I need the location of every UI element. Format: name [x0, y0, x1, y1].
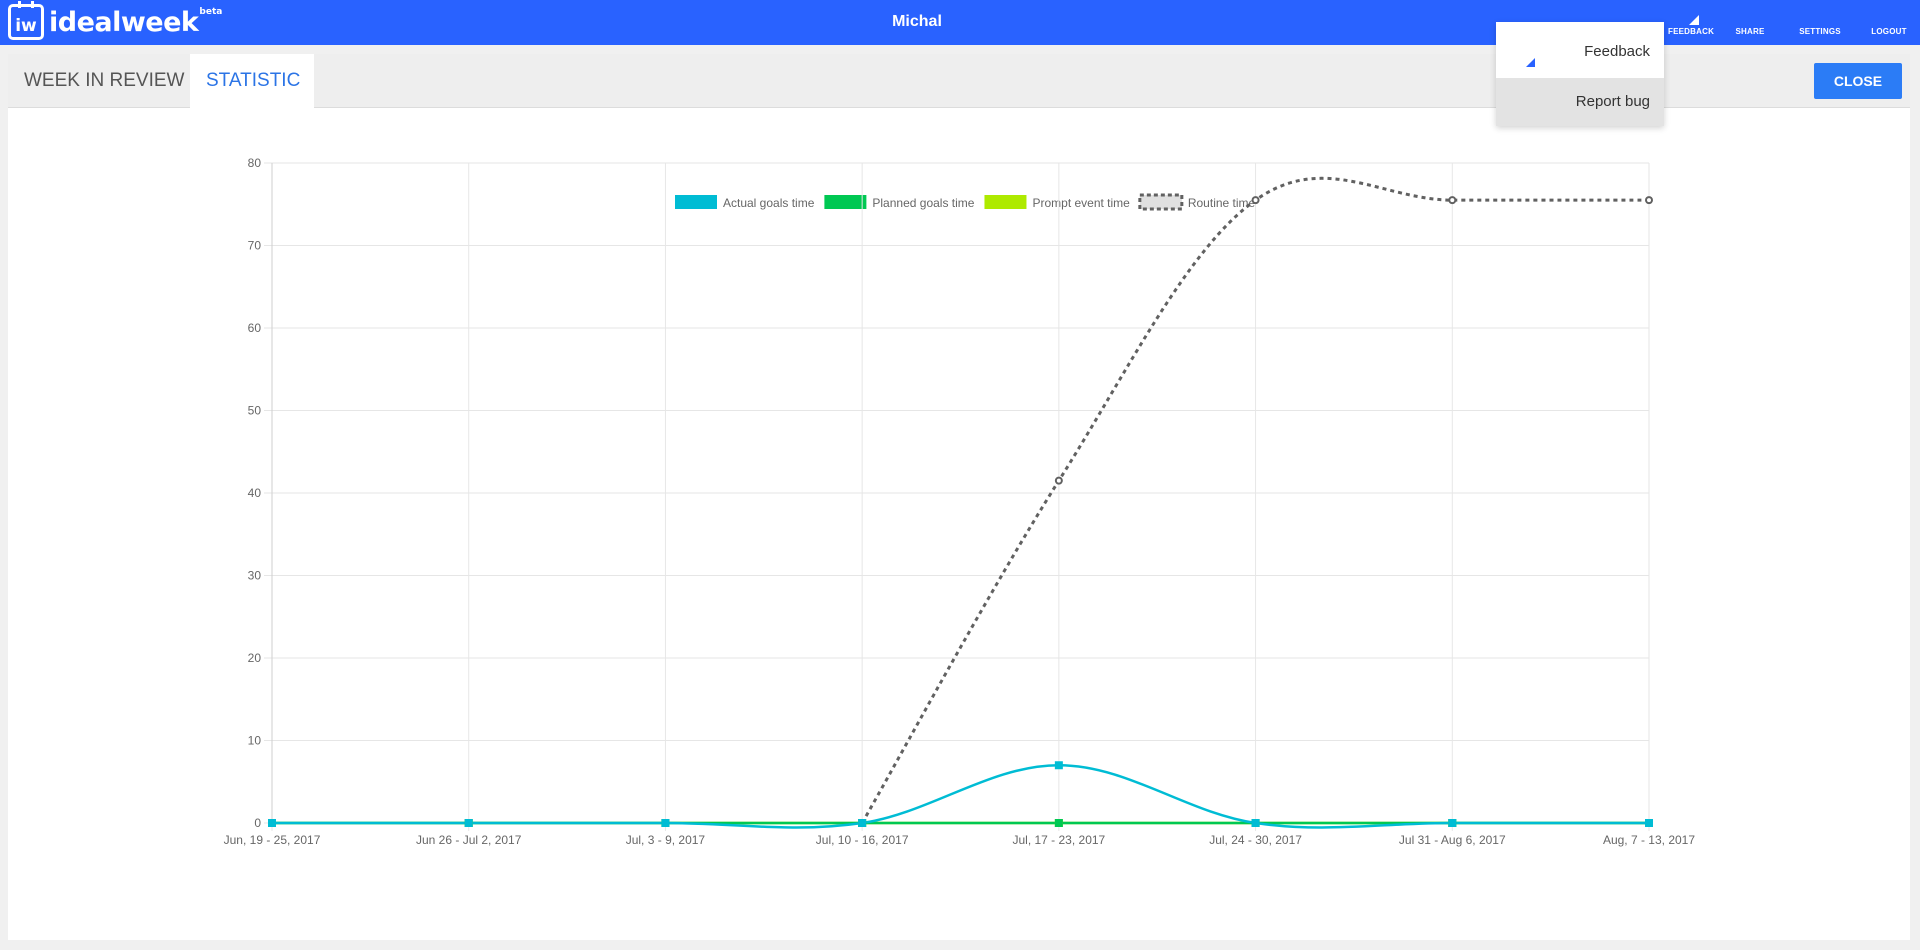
statistics-line-chart: Actual goals time Planned goals time Promp… — [224, 156, 1696, 847]
data-point-routine-time — [1251, 196, 1260, 205]
y-tick-label: 20 — [248, 651, 262, 665]
y-tick-label: 50 — [248, 404, 262, 418]
legend-swatch-routine-time — [1138, 193, 1184, 211]
data-point-routine-time — [1448, 196, 1457, 205]
y-tick-label: 0 — [254, 816, 261, 830]
data-point-routine-time — [1054, 476, 1063, 485]
dropdown-feedback[interactable]: Feedback — [1496, 28, 1664, 76]
logo-text: idealweek — [49, 6, 199, 38]
dropdown-feedback-label: Feedback — [1584, 43, 1650, 60]
x-tick-label: Jul, 24 - 30, 2017 — [1209, 833, 1302, 847]
tab-week-in-review[interactable]: WEEK IN REVIEW — [24, 70, 185, 91]
y-tick-label: 80 — [248, 156, 262, 170]
x-tick-label: Jul, 17 - 23, 2017 — [1012, 833, 1105, 847]
x-tick-label: Jul 31 - Aug 6, 2017 — [1399, 833, 1506, 847]
flag-icon — [1526, 58, 1535, 67]
data-point-actual-goals-time — [464, 819, 473, 827]
nav-logout-label: LOGOUT — [1871, 27, 1907, 36]
x-tick-label: Jul, 3 - 9, 2017 — [626, 833, 706, 847]
data-point-actual-goals-time — [1645, 819, 1653, 827]
nav-settings-label: SETTINGS — [1799, 27, 1841, 36]
y-tick-label: 60 — [248, 321, 262, 335]
chart-grid — [264, 162, 1650, 831]
x-tick-label: Jul, 10 - 16, 2017 — [816, 833, 909, 847]
calendar-icon: iw — [8, 1, 44, 40]
y-tick-label: 40 — [248, 486, 262, 500]
x-axis-ticks: Jun, 19 - 25, 2017 Jun 26 - Jul 2, 2017 Ju… — [224, 833, 1696, 847]
close-button[interactable]: CLOSE — [1814, 63, 1902, 99]
y-tick-label: 70 — [248, 239, 262, 253]
statistics-panel: WEEK IN REVIEW STATISTIC CLOSE Actual go… — [8, 54, 1910, 940]
app-logo[interactable]: iw idealweek beta — [8, 1, 223, 41]
dropdown-report-bug[interactable]: Report bug — [1496, 78, 1664, 126]
legend-swatch-prompt-event-time — [984, 195, 1027, 209]
chart-series — [271, 176, 1649, 829]
logo-beta-label: beta — [199, 7, 223, 17]
chart-legend: Actual goals time Planned goals time Promp… — [675, 193, 1256, 211]
legend-label-planned-goals-time: Planned goals time — [872, 196, 974, 210]
y-tick-label: 30 — [248, 569, 262, 583]
feedback-dropdown: Feedback Report bug — [1496, 22, 1664, 126]
nav-feedback[interactable]: FEEDBACK — [1668, 0, 1714, 45]
tab-statistic[interactable]: STATISTIC — [190, 54, 314, 109]
top-nav: FEEDBACK SHARE SETTINGS LOGOUT — [1668, 0, 1920, 45]
nav-settings[interactable]: SETTINGS — [1796, 0, 1844, 45]
user-name: Michal — [892, 13, 942, 30]
chart-points — [268, 196, 1653, 827]
y-axis-ticks: 0 10 20 30 40 50 60 70 80 — [248, 156, 262, 830]
legend-label-actual-goals-time: Actual goals time — [723, 196, 815, 210]
legend-label-prompt-event-time: Prompt event time — [1032, 196, 1130, 210]
legend-label-routine-time: Routine time — [1188, 196, 1256, 210]
nav-share[interactable]: SHARE — [1732, 0, 1768, 45]
data-point-actual-goals-time — [1054, 761, 1063, 770]
dropdown-report-bug-label: Report bug — [1575, 93, 1650, 110]
x-tick-label: Jun, 19 - 25, 2017 — [224, 833, 321, 847]
flag-icon — [1689, 15, 1699, 25]
series-line-routine-time — [860, 176, 1649, 824]
y-tick-label: 10 — [248, 734, 262, 748]
legend-swatch-actual-goals-time — [675, 195, 717, 209]
nav-feedback-label: FEEDBACK — [1668, 27, 1715, 36]
data-point-routine-time — [1645, 196, 1653, 205]
data-point-planned-goals-time — [1054, 819, 1063, 827]
data-point-actual-goals-time — [1448, 819, 1457, 827]
legend-swatch-planned-goals-time — [824, 195, 867, 209]
x-tick-label: Aug, 7 - 13, 2017 — [1603, 833, 1695, 847]
data-point-actual-goals-time — [268, 819, 276, 827]
nav-share-label: SHARE — [1735, 27, 1765, 36]
data-point-actual-goals-time — [858, 819, 867, 827]
data-point-actual-goals-time — [1251, 819, 1260, 827]
x-tick-label: Jun 26 - Jul 2, 2017 — [416, 833, 522, 847]
data-point-actual-goals-time — [661, 819, 670, 827]
nav-logout[interactable]: LOGOUT — [1868, 0, 1910, 45]
series-line-actual-goals-time — [271, 763, 1649, 829]
